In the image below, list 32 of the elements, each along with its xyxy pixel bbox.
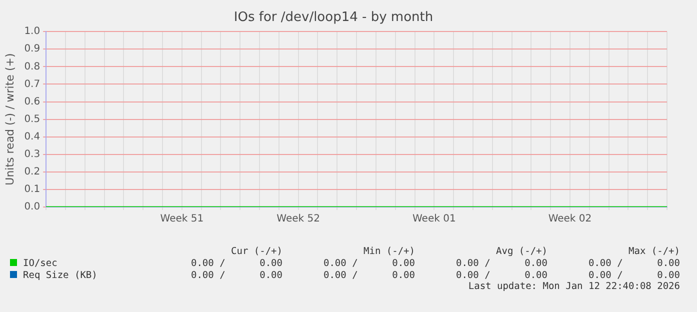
text: Max (-/+) bbox=[628, 245, 680, 257]
legend-label: IO/sec bbox=[22, 257, 58, 269]
chart-title: IOs for /dev/loop14 - by month bbox=[234, 10, 434, 26]
y-tick-label: 1.0 bbox=[24, 26, 40, 38]
y-tick-label: 0.7 bbox=[24, 78, 40, 90]
y-axis-title: Units read (-) / write (+) bbox=[3, 53, 16, 186]
text: Min (-/+) bbox=[362, 245, 415, 257]
text: 0.00 / 0.00 bbox=[454, 269, 548, 281]
text: 0.00 / 0.00 bbox=[322, 269, 415, 281]
text: 0.00 / 0.00 bbox=[190, 269, 282, 281]
text: Cur (-/+) bbox=[230, 245, 282, 257]
y-tick-label: 0.5 bbox=[24, 114, 40, 125]
x-tick-label: Week 52 bbox=[276, 214, 320, 225]
y-tick-label: 0.1 bbox=[24, 184, 40, 196]
text: 0.00 / 0.00 bbox=[322, 257, 415, 269]
y-tick-label: 0.6 bbox=[24, 96, 40, 108]
text: 0.00 / 0.00 bbox=[587, 269, 680, 281]
text: 0.00 / 0.00 bbox=[454, 257, 548, 269]
text: 0.00 / 0.00 bbox=[190, 257, 282, 269]
text: Avg (-/+) bbox=[495, 245, 548, 257]
text: Last update: Mon Jan 12 22:40:08 2026 bbox=[467, 281, 680, 292]
y-tick-label: 0.9 bbox=[24, 44, 40, 55]
y-tick-label: 0.8 bbox=[24, 61, 40, 72]
y-tick-label: 0.3 bbox=[24, 148, 40, 160]
x-tick-label: Week 02 bbox=[548, 214, 592, 225]
x-tick-label: Week 51 bbox=[160, 214, 204, 225]
y-tick-label: 0.4 bbox=[24, 131, 40, 142]
y-tick-label: 0.2 bbox=[24, 166, 40, 178]
y-tick-label: 0.0 bbox=[24, 202, 40, 213]
text: 0.00 / 0.00 bbox=[587, 257, 680, 269]
legend-label: Req Size (KB) bbox=[22, 269, 98, 281]
x-tick-label: Week 01 bbox=[412, 214, 456, 225]
